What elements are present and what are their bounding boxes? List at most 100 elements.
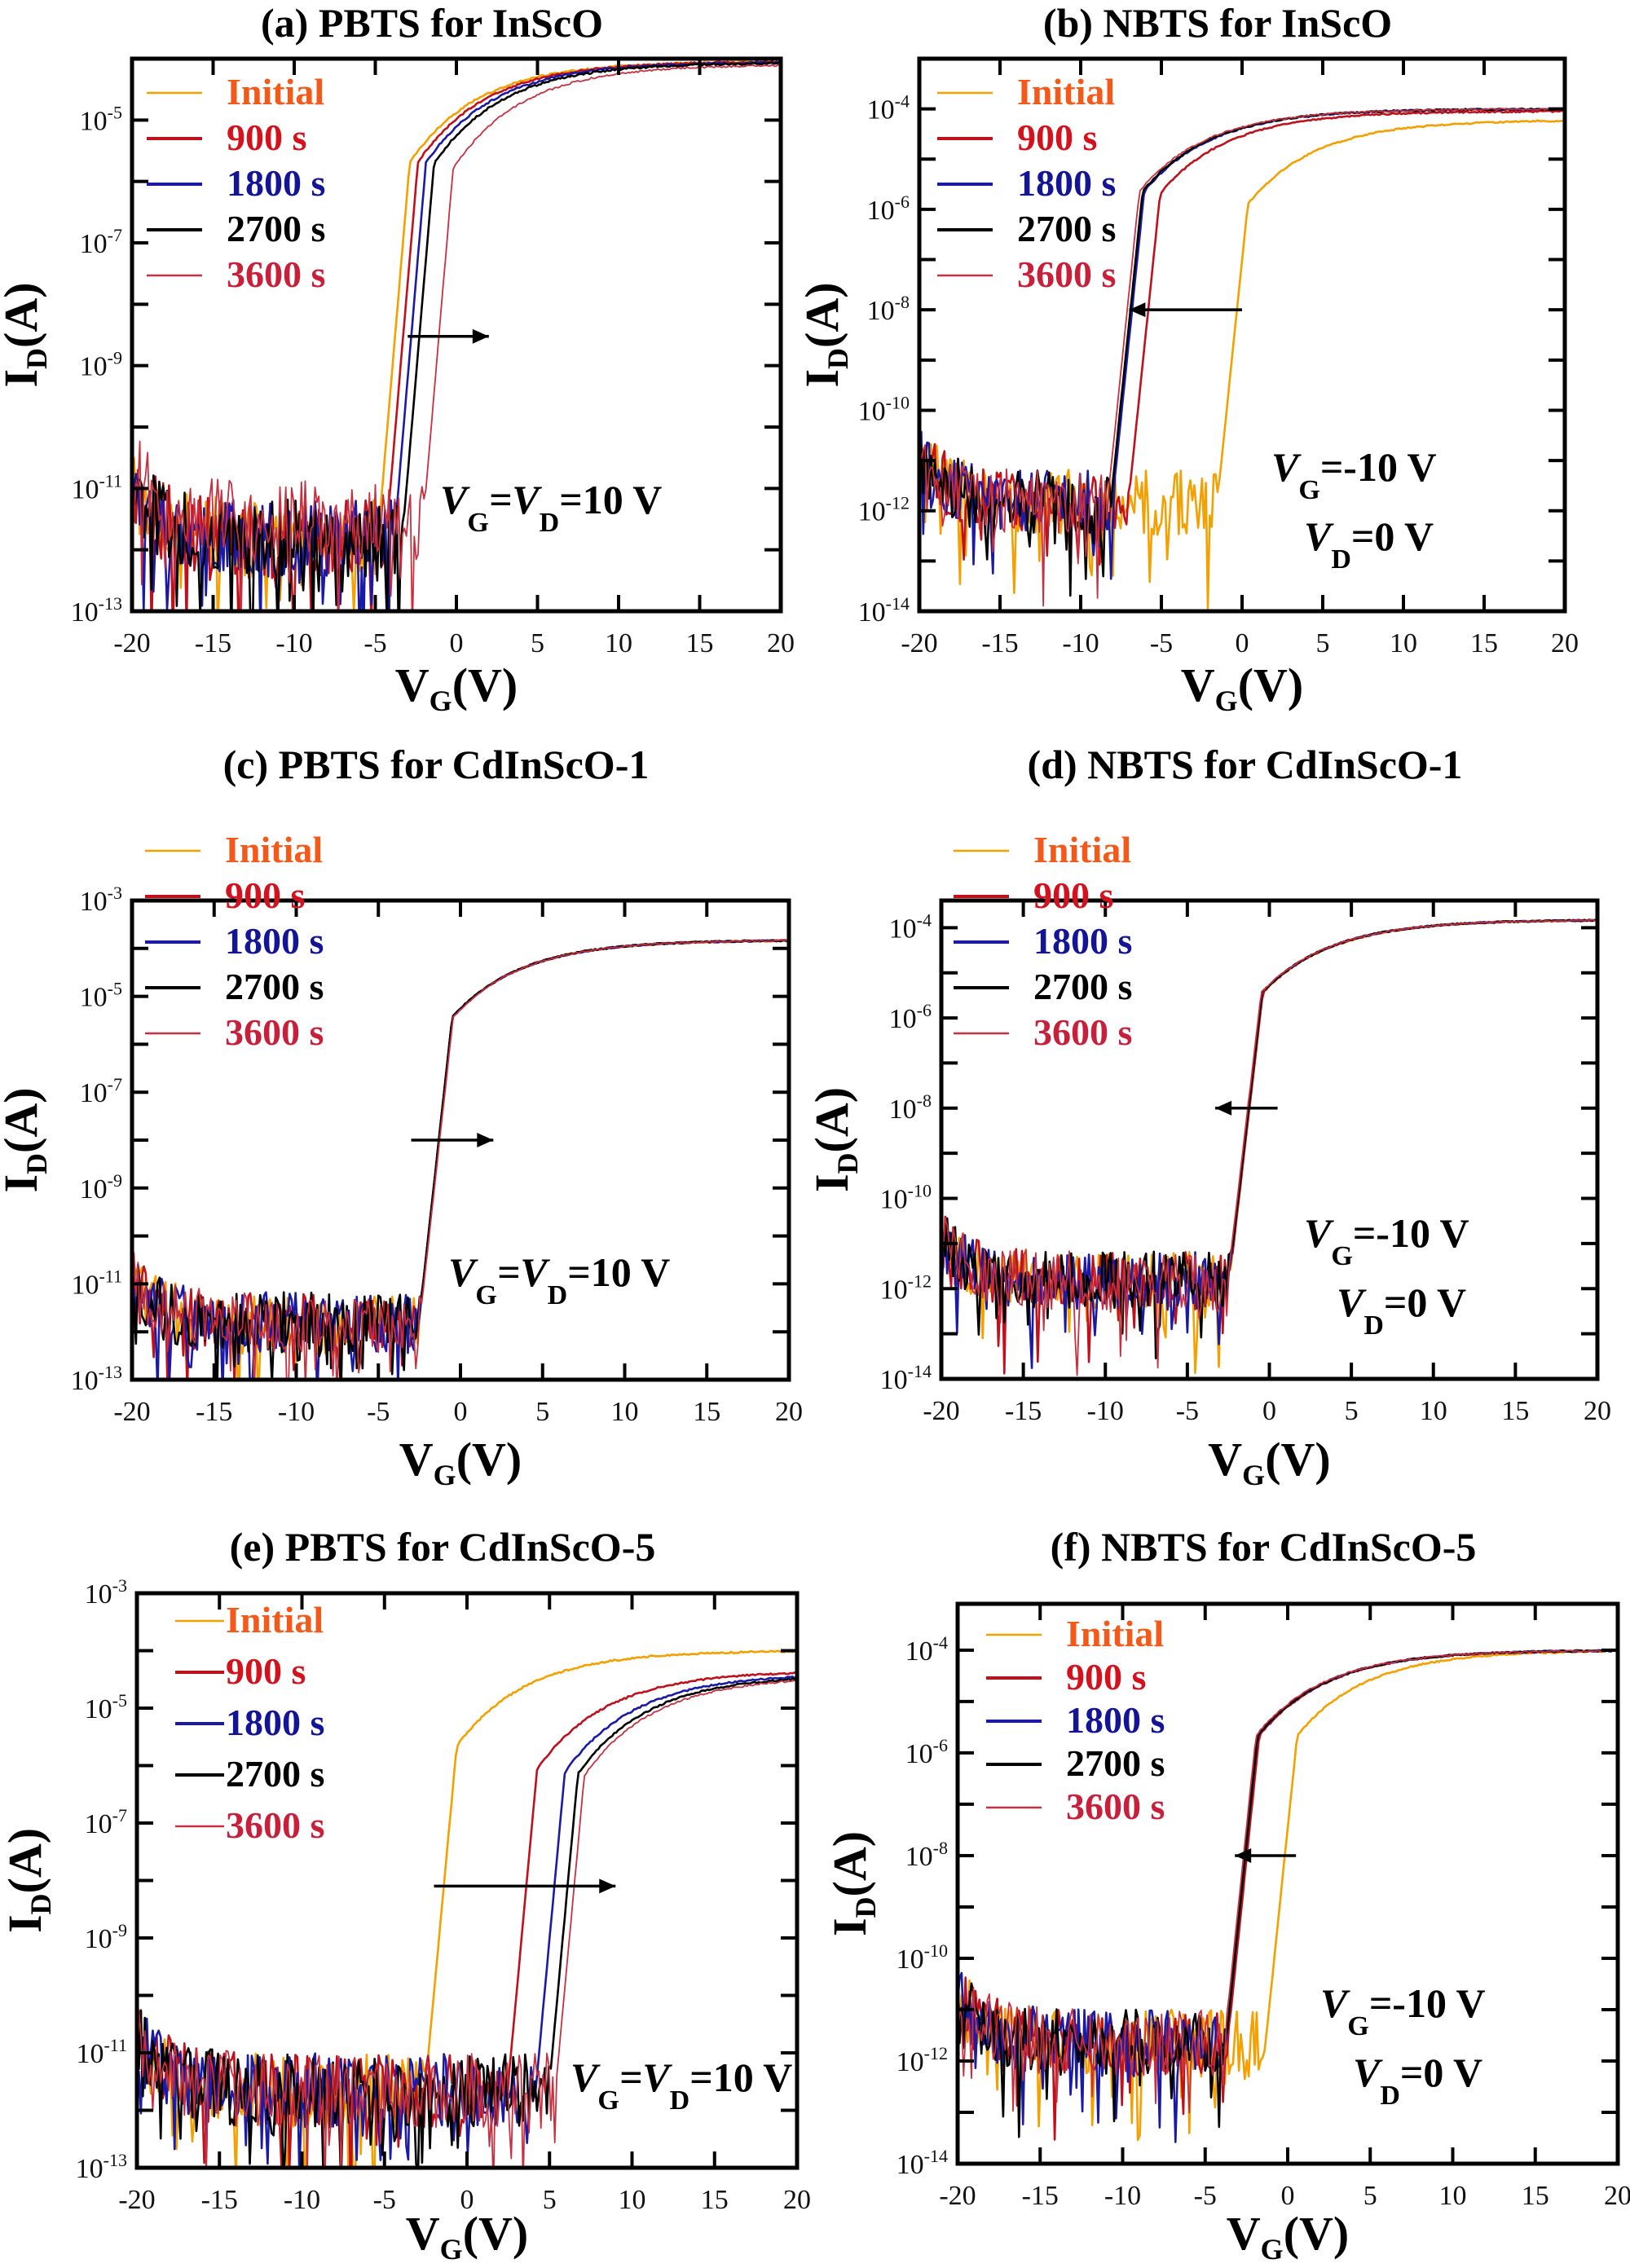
x-tick-label: -15	[1022, 2181, 1059, 2211]
x-tick-label: -20	[113, 628, 150, 658]
x-tick-label: 20	[767, 628, 795, 658]
panel-title: (b) NBTS for InScO	[1043, 0, 1392, 46]
y-tick-label: 10-7	[80, 1074, 122, 1108]
series-line-900-s	[958, 1649, 1618, 2141]
series-line-3600-s	[137, 1679, 797, 2168]
x-tick-label: -10	[278, 1397, 315, 1427]
x-tick-label: 0	[1236, 628, 1249, 658]
series-line-2700-s	[132, 61, 781, 611]
y-tick-label: 10-12	[858, 493, 910, 527]
legend-label: Initial	[226, 1599, 324, 1640]
arrow-head-icon	[599, 1878, 616, 1894]
panel-e: (e) PBTS for CdInScO-5 -20 -15 -10 -5 0 5 10 15 2…	[0, 1524, 811, 2266]
x-tick-label: -20	[923, 1396, 959, 1426]
x-tick-label: 15	[701, 2185, 729, 2215]
x-tick-label: 20	[1584, 1396, 1611, 1426]
x-tick-label: -15	[201, 2185, 238, 2215]
series-group	[132, 59, 781, 611]
legend-label: 2700 s	[1017, 208, 1116, 249]
legend-label: 1800 s	[1017, 162, 1116, 204]
y-tick-label: 10-4	[867, 91, 910, 126]
y-axis-title: ID(A)	[0, 282, 53, 387]
legend-label: 900 s	[1033, 874, 1113, 916]
x-tick-label: 20	[1551, 628, 1579, 658]
x-tick-label: -5	[1176, 1396, 1199, 1426]
panel-a: (a) PBTS for InScO -20 -15 -10 -5 0 5 10 15 20 10-…	[0, 0, 795, 717]
x-axis-title: VG(V)	[406, 2207, 528, 2266]
x-tick-label: -20	[118, 2185, 155, 2215]
arrow-head-icon	[477, 1133, 494, 1147]
y-axis-title: ID(A)	[805, 1087, 864, 1192]
y-axis-title: ID(A)	[0, 1828, 57, 1933]
x-tick-label: 5	[535, 1397, 549, 1427]
y-tick-label: 10-9	[80, 348, 122, 382]
stress-condition-drain: VD=0 V	[1304, 513, 1434, 575]
y-tick-label: 10-9	[85, 1920, 127, 1954]
legend-label: 900 s	[225, 874, 305, 916]
y-tick-label: 10-4	[889, 909, 932, 944]
stress-condition-drain: VD=0 V	[1337, 1279, 1466, 1341]
x-tick-label: -10	[1087, 1396, 1124, 1426]
x-tick-label: 20	[1604, 2181, 1630, 2211]
x-tick-label: -10	[1062, 628, 1099, 658]
legend-label: 2700 s	[1066, 1742, 1165, 1784]
x-axis-title: VG(V)	[399, 1433, 522, 1491]
legend-label: 3600 s	[1066, 1786, 1165, 1827]
panel-c: (c) PBTS for CdInScO-1 -20 -15 -10 -5 0 5 10 15 2…	[0, 742, 803, 1491]
series-line-initial	[919, 119, 1565, 610]
y-tick-label: 10-8	[905, 1838, 948, 1872]
x-tick-label: 15	[1501, 1396, 1529, 1426]
legend-label: 3600 s	[226, 1804, 324, 1846]
arrow-head-icon	[472, 328, 489, 344]
y-tick-label: 10-5	[80, 102, 122, 136]
y-tick-label: 10-13	[76, 2150, 127, 2184]
legend-label: 3600 s	[1033, 1011, 1132, 1053]
x-tick-label: -15	[195, 628, 231, 658]
y-tick-label: 10-11	[71, 1266, 122, 1300]
arrow-head-icon	[1129, 302, 1146, 318]
x-tick-label: -15	[196, 1397, 232, 1427]
stress-condition-gate: VG=-10 V	[1271, 444, 1437, 505]
legend-label: 2700 s	[225, 966, 324, 1007]
x-tick-label: 5	[1345, 1396, 1359, 1426]
y-tick-label: 10-10	[896, 1940, 948, 1975]
x-axis-title: VG(V)	[1227, 2207, 1349, 2266]
y-tick-label: 10-6	[905, 1735, 948, 1769]
x-tick-label: -5	[1150, 628, 1173, 658]
stress-condition-drain: VD=0 V	[1353, 2050, 1482, 2111]
x-tick-label: 0	[1281, 2181, 1295, 2211]
legend-label: Initial	[227, 71, 324, 112]
y-tick-label: 10-6	[889, 1000, 932, 1034]
legend-label: 900 s	[227, 117, 306, 158]
x-axis-title: VG(V)	[1208, 1433, 1330, 1491]
x-tick-label: -20	[901, 628, 937, 658]
series-line-3600-s	[941, 918, 1597, 1376]
series-line-3600-s	[132, 939, 789, 1380]
x-tick-label: 10	[1420, 1396, 1447, 1426]
legend-label: 1800 s	[227, 162, 325, 204]
legend-label: Initial	[225, 829, 323, 870]
x-tick-label: 10	[619, 2185, 646, 2215]
x-tick-label: 0	[1262, 1396, 1276, 1426]
x-tick-label: 5	[1363, 2181, 1377, 2211]
stress-condition: VG=VD=10 V	[570, 2054, 792, 2116]
legend-label: Initial	[1066, 1613, 1164, 1654]
series-group	[941, 918, 1597, 1376]
legend-label: Initial	[1033, 829, 1131, 870]
y-tick-label: 10-11	[76, 2035, 127, 2069]
x-tick-label: 20	[775, 1397, 803, 1427]
y-tick-label: 10-12	[880, 1271, 932, 1305]
y-tick-label: 10-14	[880, 1361, 932, 1395]
y-tick-label: 10-12	[896, 2043, 948, 2077]
panel-title: (c) PBTS for CdInScO-1	[223, 742, 650, 787]
arrow-head-icon	[1215, 1100, 1232, 1116]
y-tick-label: 10-10	[880, 1181, 932, 1215]
series-group	[919, 107, 1565, 610]
stress-condition-gate: VG=-10 V	[1304, 1210, 1469, 1271]
series-group	[137, 1649, 797, 2168]
x-tick-label: 10	[1390, 628, 1417, 658]
x-tick-label: -15	[1005, 1396, 1042, 1426]
